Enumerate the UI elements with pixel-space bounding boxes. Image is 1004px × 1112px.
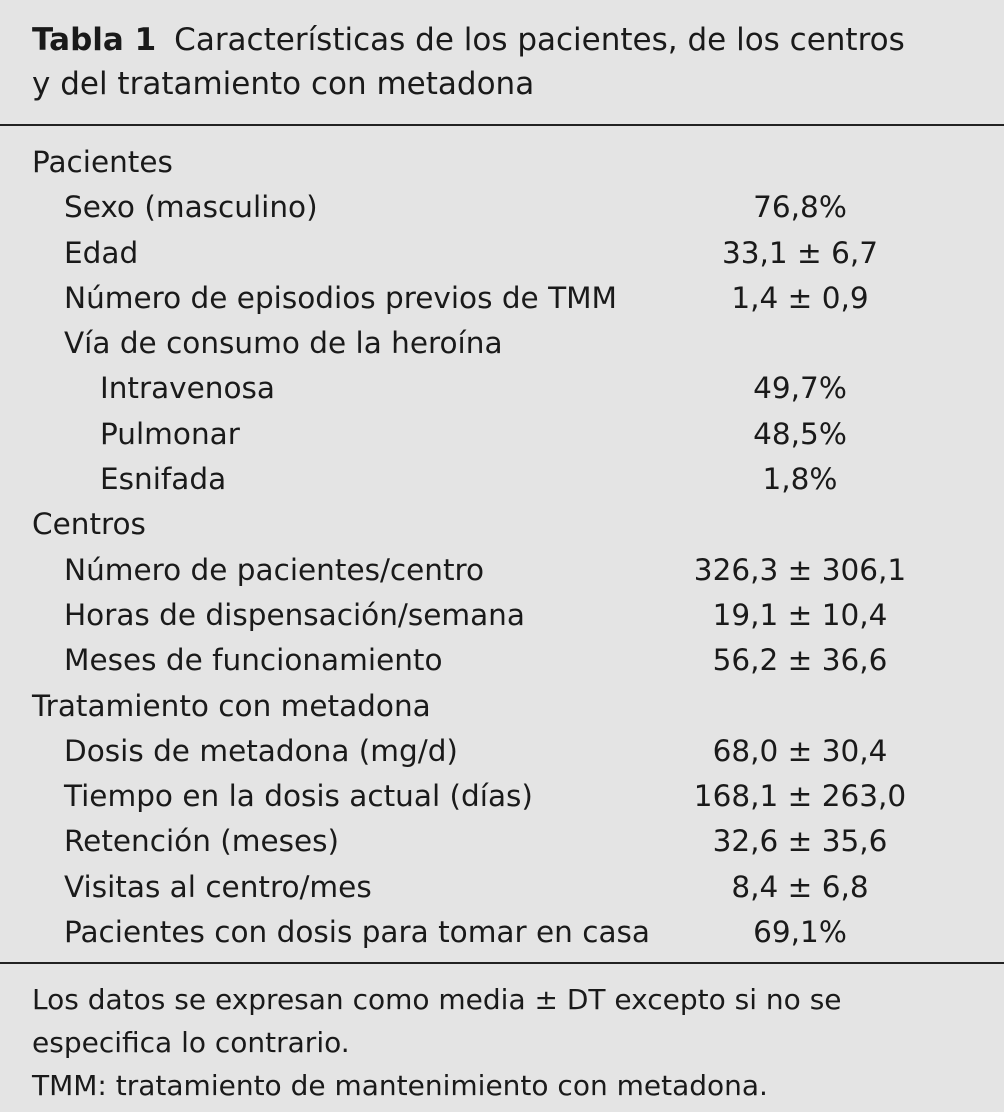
section-label: Tratamiento con metadona	[32, 688, 431, 723]
row-label: Sexo (masculino)	[64, 190, 318, 225]
row-value: 69,1%	[753, 915, 847, 950]
table-body: Pacientes Sexo (masculino) 76,8% Edad 33,1 ±…	[0, 140, 1004, 955]
table-row: Vía de consumo de la heroína	[0, 321, 1004, 366]
table-row: Meses de funcionamiento 56,2 ± 36,6	[0, 638, 1004, 683]
row-label: Horas de dispensación/semana	[64, 597, 525, 632]
row-value: 168,1 ± 263,0	[693, 779, 907, 814]
table-row: Tiempo en la dosis actual (días) 168,1 ± …	[0, 774, 1004, 819]
row-value: 33,1 ± 6,7	[721, 235, 879, 270]
row-label: Tiempo en la dosis actual (días)	[64, 779, 533, 814]
row-value: 48,5%	[753, 416, 847, 451]
note-line: especifica lo contrario.	[32, 1026, 350, 1059]
table-row: Esnifada 1,8%	[0, 457, 1004, 502]
row-value: 76,8%	[753, 190, 847, 225]
note-line: TMM: tratamiento de mantenimiento con me…	[32, 1069, 768, 1102]
section-label: Pacientes	[32, 145, 173, 179]
table-row: Pulmonar 48,5%	[0, 412, 1004, 457]
table-label: Tabla 1	[32, 22, 157, 58]
section-header-row: Centros	[0, 502, 1004, 547]
bottom-rule	[0, 962, 1004, 964]
table-title-line-2: y del tratamiento con metadona	[32, 66, 535, 102]
table-row: Pacientes con dosis para tomar en casa 69…	[0, 910, 1004, 955]
row-label: Dosis de metadona (mg/d)	[64, 733, 458, 768]
row-value: 56,2 ± 36,6	[712, 643, 888, 678]
table-caption: Tabla 1 Características de los pacientes,…	[32, 18, 982, 106]
row-label: Pacientes con dosis para tomar en casa	[64, 915, 650, 950]
table-row: Horas de dispensación/semana 19,1 ± 10,4	[0, 593, 1004, 638]
section-label: Centros	[32, 507, 146, 542]
row-value: 8,4 ± 6,8	[731, 869, 869, 904]
table-row: Número de episodios previos de TMM 1,4 ± …	[0, 276, 1004, 321]
table-row: Retención (meses) 32,6 ± 35,6	[0, 819, 1004, 864]
section-header-row: Tratamiento con metadona	[0, 684, 1004, 729]
row-label: Número de episodios previos de TMM	[64, 280, 617, 315]
row-label: Vía de consumo de la heroína	[64, 326, 503, 361]
top-rule	[0, 124, 1004, 126]
row-label: Meses de funcionamiento	[64, 643, 443, 678]
table-row: Visitas al centro/mes 8,4 ± 6,8	[0, 865, 1004, 910]
table-row: Intravenosa 49,7%	[0, 366, 1004, 411]
row-value: 49,7%	[753, 371, 847, 406]
row-label: Visitas al centro/mes	[64, 869, 372, 904]
table-notes: Los datos se expresan como media ± DT ex…	[32, 978, 982, 1107]
table-title-line-1: Características de los pacientes, de los…	[174, 22, 905, 58]
row-value: 326,3 ± 306,1	[693, 552, 907, 587]
row-value: 32,6 ± 35,6	[712, 824, 888, 859]
row-label: Pulmonar	[100, 416, 240, 451]
row-value: 1,8%	[762, 462, 838, 497]
caption-line-1: Tabla 1 Características de los pacientes,…	[32, 18, 982, 62]
section-header-row: Pacientes	[0, 140, 1004, 185]
row-value: 19,1 ± 10,4	[712, 597, 888, 632]
table-row: Dosis de metadona (mg/d) 68,0 ± 30,4	[0, 729, 1004, 774]
row-label: Edad	[64, 235, 139, 270]
table-row: Edad 33,1 ± 6,7	[0, 231, 1004, 276]
row-label: Intravenosa	[100, 371, 275, 406]
row-value: 68,0 ± 30,4	[712, 733, 888, 768]
row-label: Esnifada	[100, 462, 227, 497]
row-label: Retención (meses)	[64, 824, 340, 859]
row-value: 1,4 ± 0,9	[731, 280, 869, 315]
note-line: Los datos se expresan como media ± DT ex…	[32, 983, 842, 1016]
table-row: Sexo (masculino) 76,8%	[0, 185, 1004, 230]
table-row: Número de pacientes/centro 326,3 ± 306,1	[0, 548, 1004, 593]
row-label: Número de pacientes/centro	[64, 552, 485, 587]
